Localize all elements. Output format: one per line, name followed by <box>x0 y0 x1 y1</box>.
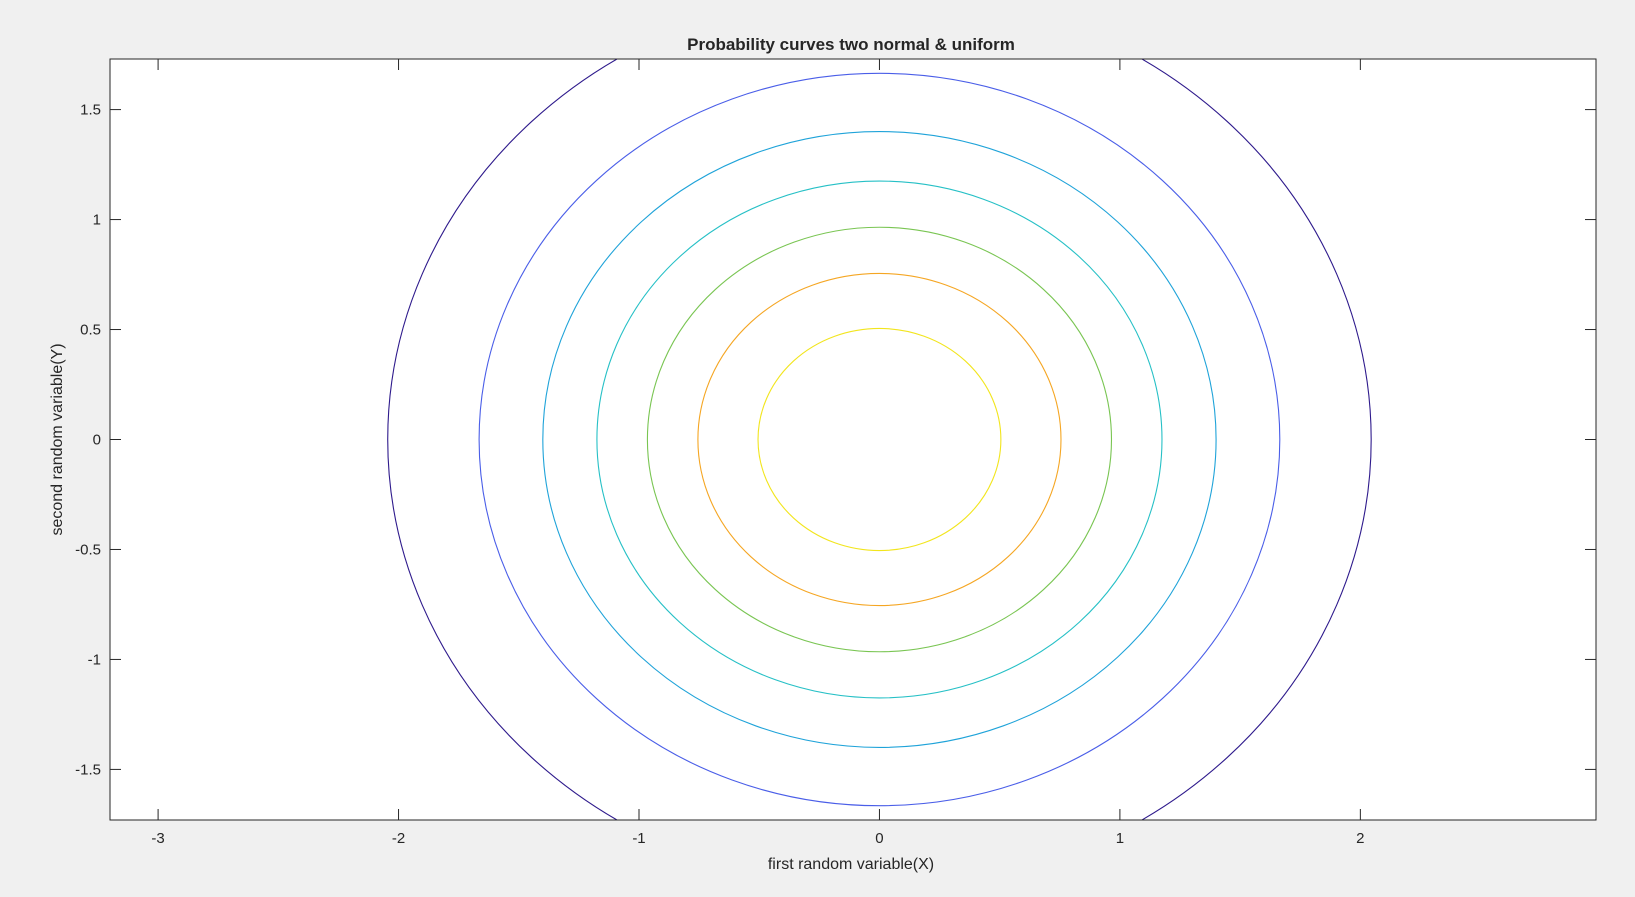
contour-line <box>478 72 1281 807</box>
y-axis-label: second random variable(Y) <box>49 343 66 535</box>
y-tick-label: -1.5 <box>75 761 101 778</box>
x-tick-label: -1 <box>632 830 645 847</box>
contour-line <box>697 272 1062 607</box>
x-axis-label: first random variable(X) <box>768 856 934 873</box>
y-tick-label: 1.5 <box>80 102 101 119</box>
y-tick-label: -1 <box>88 651 101 668</box>
x-tick-label: 0 <box>875 830 883 847</box>
y-tick-label: 0 <box>93 432 101 449</box>
axes-box <box>109 58 1597 821</box>
contour-line <box>542 131 1217 748</box>
contour-lines <box>387 59 1372 820</box>
contour-line <box>757 327 1002 552</box>
plot-area <box>110 59 1596 820</box>
contour-line <box>596 180 1163 699</box>
y-tick-label: 0.5 <box>80 322 101 339</box>
x-tick-label: 1 <box>1116 830 1124 847</box>
contour-line <box>646 226 1113 653</box>
x-tick-label: -2 <box>392 830 405 847</box>
contour-line <box>387 59 1372 820</box>
chart-title: Probability curves two normal & uniform <box>687 35 1015 54</box>
x-tick-label: 2 <box>1356 830 1364 847</box>
y-tick-label: -0.5 <box>75 541 101 558</box>
x-tick-label: -3 <box>151 830 164 847</box>
axis-ticks: -3 -2 -1 0 1 2 -1.5 -1 -0.5 0 0.5 1 1.5 <box>75 59 1596 847</box>
y-tick-label: 1 <box>93 212 101 229</box>
